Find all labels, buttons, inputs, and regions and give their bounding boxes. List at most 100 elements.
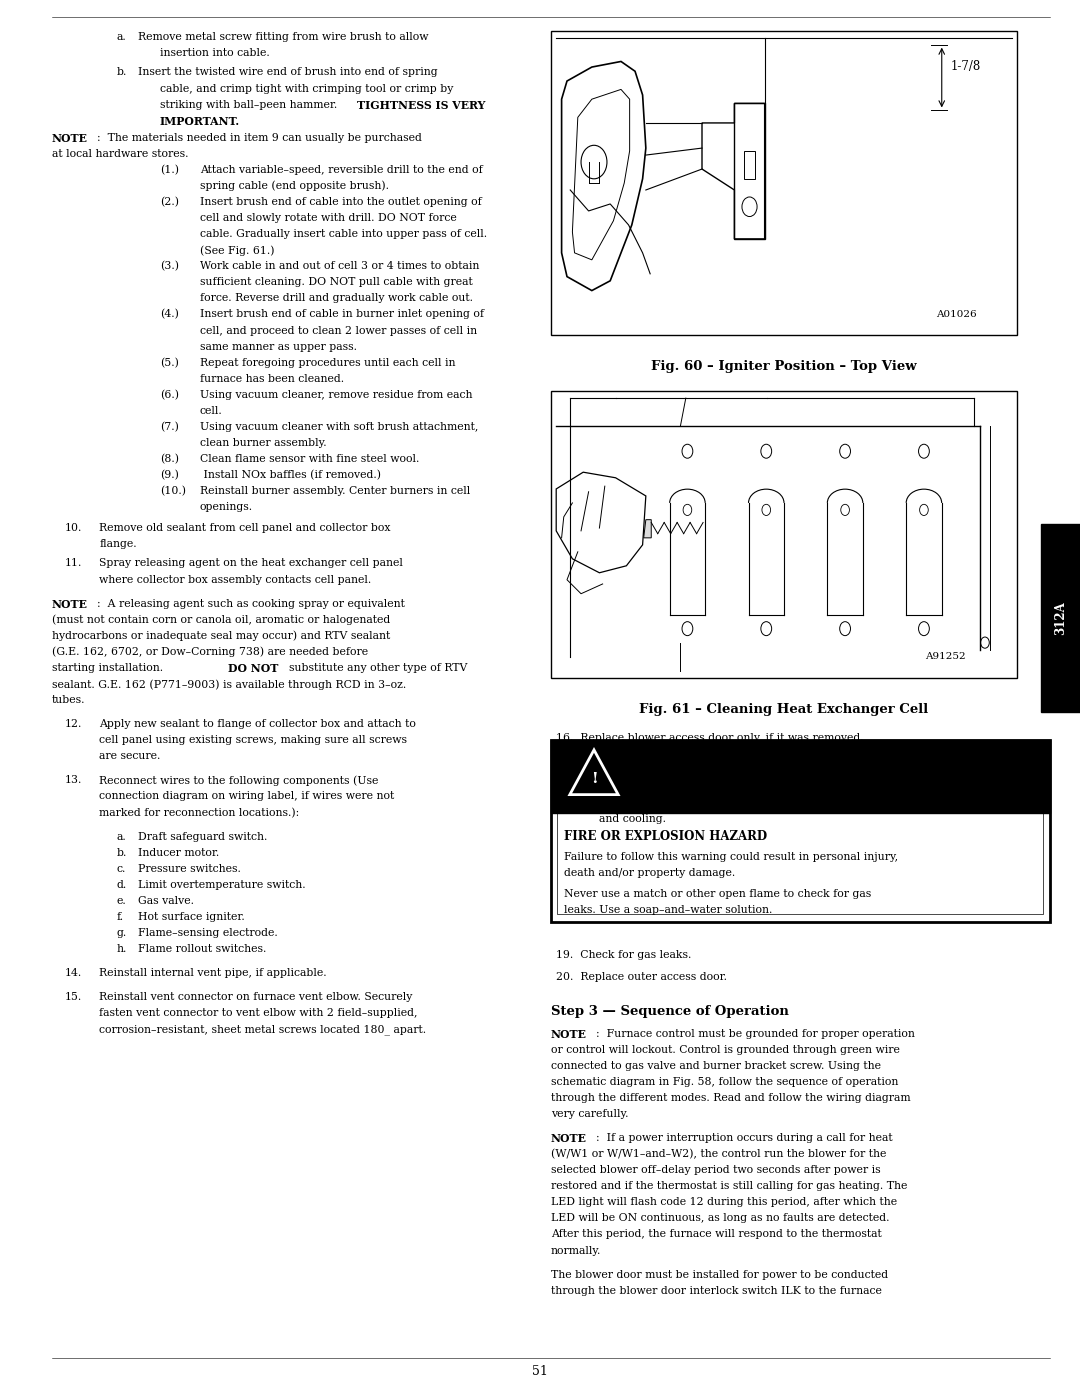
Text: very carefully.: very carefully. — [551, 1109, 629, 1119]
Text: (4.): (4.) — [160, 309, 178, 320]
Text: flange.: flange. — [99, 539, 137, 549]
Text: (G.E. 162, 6702, or Dow–Corning 738) are needed before: (G.E. 162, 6702, or Dow–Corning 738) are… — [52, 647, 368, 658]
Text: 10.: 10. — [65, 522, 82, 534]
Text: normally.: normally. — [551, 1246, 602, 1256]
Text: After this period, the furnace will respond to the thermostat: After this period, the furnace will resp… — [551, 1229, 881, 1239]
Text: connection diagram on wiring label, if wires were not: connection diagram on wiring label, if w… — [99, 791, 394, 802]
Text: Pressure switches.: Pressure switches. — [138, 863, 241, 873]
Text: a.: a. — [117, 32, 126, 42]
Text: cell, and proceed to clean 2 lower passes of cell in: cell, and proceed to clean 2 lower passe… — [200, 326, 477, 335]
Text: and cooling.: and cooling. — [599, 813, 666, 824]
Text: Gas valve.: Gas valve. — [138, 895, 194, 905]
Text: Remove old sealant from cell panel and collector box: Remove old sealant from cell panel and c… — [99, 522, 391, 534]
Text: Failure to follow this warning could result in personal injury,: Failure to follow this warning could res… — [564, 852, 897, 862]
Text: Spray releasing agent on the heat exchanger cell panel: Spray releasing agent on the heat exchan… — [99, 559, 403, 569]
Text: 19.  Check for gas leaks.: 19. Check for gas leaks. — [556, 950, 691, 960]
Text: cell panel using existing screws, making sure all screws: cell panel using existing screws, making… — [99, 735, 407, 745]
Text: d.: d. — [117, 880, 126, 890]
Bar — [1041, 524, 1080, 712]
Text: Reinstall internal vent pipe, if applicable.: Reinstall internal vent pipe, if applica… — [99, 968, 327, 978]
Text: Inducer motor.: Inducer motor. — [138, 848, 219, 858]
Text: (5.): (5.) — [160, 358, 178, 367]
Bar — [557, 749, 1043, 914]
Text: Step 3 — Sequence of Operation: Step 3 — Sequence of Operation — [551, 1004, 788, 1017]
Text: 18.  Verify blower airflow and speed changes between heating: 18. Verify blower airflow and speed chan… — [556, 798, 900, 807]
Text: Flame rollout switches.: Flame rollout switches. — [138, 944, 267, 954]
Text: a.: a. — [117, 831, 126, 841]
Text: Work cable in and out of cell 3 or 4 times to obtain: Work cable in and out of cell 3 or 4 tim… — [200, 261, 480, 271]
Text: Using vacuum cleaner, remove residue from each: Using vacuum cleaner, remove residue fro… — [200, 390, 472, 400]
Text: e.: e. — [117, 895, 126, 905]
Text: Remove metal screw fitting from wire brush to allow: Remove metal screw fitting from wire bru… — [138, 32, 429, 42]
Text: openings.: openings. — [200, 502, 253, 513]
Text: striking with ball–peen hammer.: striking with ball–peen hammer. — [160, 99, 340, 109]
Text: !: ! — [591, 773, 597, 787]
Text: 51: 51 — [532, 1365, 548, 1377]
Text: insertion into cable.: insertion into cable. — [160, 49, 270, 59]
Text: (must not contain corn or canola oil, aromatic or halogenated: (must not contain corn or canola oil, ar… — [52, 615, 390, 626]
Text: furnace has been cleaned.: furnace has been cleaned. — [200, 373, 343, 384]
Bar — [551, 31, 1017, 335]
Text: b.: b. — [117, 848, 127, 858]
Text: connected to gas valve and burner bracket screw. Using the: connected to gas valve and burner bracke… — [551, 1060, 881, 1071]
Text: selected blower off–delay period two seconds after power is: selected blower off–delay period two sec… — [551, 1165, 880, 1175]
Polygon shape — [570, 750, 618, 795]
Polygon shape — [644, 520, 651, 538]
Text: (1.): (1.) — [160, 165, 179, 175]
Text: (6.): (6.) — [160, 390, 179, 400]
Text: FIRE OR EXPLOSION HAZARD: FIRE OR EXPLOSION HAZARD — [564, 830, 767, 842]
Text: (3.): (3.) — [160, 261, 179, 271]
Text: Insert brush end of cable into the outlet opening of: Insert brush end of cable into the outle… — [200, 197, 482, 207]
Text: cable, and crimp tight with crimping tool or crimp by: cable, and crimp tight with crimping too… — [160, 84, 454, 94]
Text: 1-7/8: 1-7/8 — [950, 60, 981, 73]
Text: substitute any other type of RTV: substitute any other type of RTV — [289, 662, 468, 673]
Text: at local hardware stores.: at local hardware stores. — [52, 148, 188, 159]
Text: 16.  Replace blower access door only, if it was removed.: 16. Replace blower access door only, if … — [556, 733, 864, 743]
Text: cell and slowly rotate with drill. DO NOT force: cell and slowly rotate with drill. DO NO… — [200, 212, 457, 224]
Text: NOTE: NOTE — [52, 598, 87, 609]
Text: Reinstall burner assembly. Center burners in cell: Reinstall burner assembly. Center burner… — [200, 486, 470, 496]
Text: Fig. 60 – Igniter Position – Top View: Fig. 60 – Igniter Position – Top View — [651, 360, 917, 373]
Text: through the blower door interlock switch ILK to the furnace: through the blower door interlock switch… — [551, 1285, 881, 1296]
Text: Clean flame sensor with fine steel wool.: Clean flame sensor with fine steel wool. — [200, 454, 419, 464]
Text: Apply new sealant to flange of collector box and attach to: Apply new sealant to flange of collector… — [99, 719, 416, 729]
Text: schematic diagram in Fig. 58, follow the sequence of operation: schematic diagram in Fig. 58, follow the… — [551, 1077, 899, 1087]
Text: 20.  Replace outer access door.: 20. Replace outer access door. — [556, 972, 727, 982]
Text: 13.: 13. — [65, 775, 82, 785]
Text: clean burner assembly.: clean burner assembly. — [200, 437, 326, 448]
Text: (8.): (8.) — [160, 454, 179, 464]
Text: LED will be ON continuous, as long as no faults are detected.: LED will be ON continuous, as long as no… — [551, 1214, 889, 1224]
Text: (W/W1 or W/W1–and–W2), the control run the blower for the: (W/W1 or W/W1–and–W2), the control run t… — [551, 1150, 887, 1160]
Text: Limit overtemperature switch.: Limit overtemperature switch. — [138, 880, 306, 890]
Text: A91252: A91252 — [926, 652, 967, 661]
Text: The blower door must be installed for power to be conducted: The blower door must be installed for po… — [551, 1270, 888, 1280]
Text: same manner as upper pass.: same manner as upper pass. — [200, 341, 356, 352]
Text: Hot surface igniter.: Hot surface igniter. — [138, 912, 245, 922]
Text: :  The materials needed in item 9 can usually be purchased: : The materials needed in item 9 can usu… — [97, 133, 422, 142]
Text: hydrocarbons or inadequate seal may occur) and RTV sealant: hydrocarbons or inadequate seal may occu… — [52, 630, 390, 641]
Text: leaks. Use a soap–and–water solution.: leaks. Use a soap–and–water solution. — [564, 905, 772, 915]
Text: Attach variable–speed, reversible drill to the end of: Attach variable–speed, reversible drill … — [200, 165, 483, 175]
Bar — [551, 391, 1017, 678]
Text: NOTE: NOTE — [551, 1028, 586, 1039]
Text: spring cable (end opposite brush).: spring cable (end opposite brush). — [200, 180, 389, 191]
Text: 312A: 312A — [1054, 601, 1067, 636]
Text: (9.): (9.) — [160, 469, 178, 481]
Bar — [744, 151, 755, 179]
Text: Insert brush end of cable in burner inlet opening of: Insert brush end of cable in burner inle… — [200, 309, 484, 320]
Text: cable. Gradually insert cable into upper pass of cell.: cable. Gradually insert cable into upper… — [200, 229, 487, 239]
Text: Never use a match or other open flame to check for gas: Never use a match or other open flame to… — [564, 888, 870, 900]
Text: corrosion–resistant, sheet metal screws located 180_ apart.: corrosion–resistant, sheet metal screws … — [99, 1024, 427, 1035]
Text: Draft safeguard switch.: Draft safeguard switch. — [138, 831, 268, 841]
Text: cell.: cell. — [200, 405, 222, 416]
Text: (10.): (10.) — [160, 486, 186, 496]
Text: force. Reverse drill and gradually work cable out.: force. Reverse drill and gradually work … — [200, 293, 473, 303]
Text: 15.: 15. — [65, 992, 82, 1002]
Bar — [551, 740, 1050, 813]
Text: sealant. G.E. 162 (P771–9003) is available through RCD in 3–oz.: sealant. G.E. 162 (P771–9003) is availab… — [52, 679, 406, 690]
Text: f.: f. — [117, 912, 124, 922]
Text: LED light will flash code 12 during this period, after which the: LED light will flash code 12 during this… — [551, 1197, 896, 1207]
Text: for proper operation.: for proper operation. — [599, 774, 716, 784]
Text: Reconnect wires to the following components (Use: Reconnect wires to the following compone… — [99, 775, 379, 787]
Text: :  Furnace control must be grounded for proper operation: : Furnace control must be grounded for p… — [596, 1028, 915, 1039]
